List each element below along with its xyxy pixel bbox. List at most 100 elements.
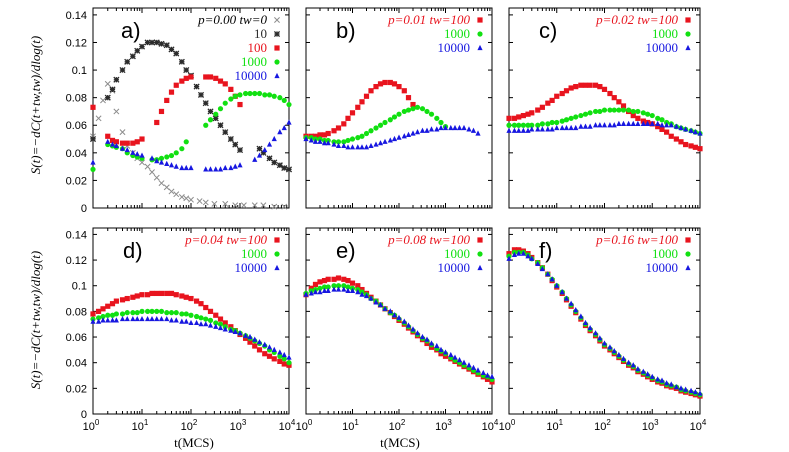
data-point xyxy=(664,122,670,128)
data-point xyxy=(109,317,116,323)
data-point xyxy=(124,58,131,65)
data-point xyxy=(611,107,617,113)
data-point xyxy=(405,95,412,101)
legend-marker xyxy=(274,264,280,271)
legend-marker xyxy=(477,31,483,37)
data-point xyxy=(222,326,228,332)
data-point xyxy=(105,303,111,309)
data-point xyxy=(539,104,545,110)
data-point xyxy=(262,92,268,98)
data-point xyxy=(506,115,512,121)
data-point xyxy=(377,81,384,87)
data-point xyxy=(90,159,96,165)
data-point xyxy=(475,367,481,373)
data-point xyxy=(335,142,342,149)
data-point xyxy=(325,284,331,290)
data-point xyxy=(119,140,126,146)
data-point xyxy=(144,39,151,46)
data-point xyxy=(163,184,170,191)
legend-header: p=0.04 tw=100 xyxy=(184,232,267,247)
data-point xyxy=(130,294,136,300)
data-point xyxy=(535,122,541,128)
data-point xyxy=(382,138,388,144)
data-point xyxy=(317,132,323,138)
data-point xyxy=(183,318,189,324)
data-point xyxy=(410,130,416,136)
series-tw-10000 xyxy=(506,250,703,396)
data-point xyxy=(597,335,603,341)
data-point xyxy=(620,120,627,126)
data-point xyxy=(434,342,440,349)
legend-marker xyxy=(274,45,280,51)
data-point xyxy=(587,123,593,129)
data-point xyxy=(396,111,402,117)
data-point xyxy=(539,126,545,132)
data-point xyxy=(573,84,579,90)
data-point xyxy=(168,162,175,168)
data-point xyxy=(173,292,179,298)
data-point xyxy=(582,123,589,129)
data-point xyxy=(438,119,444,126)
data-point xyxy=(203,74,209,80)
data-point xyxy=(545,121,551,127)
data-point xyxy=(276,162,283,169)
data-point xyxy=(396,134,402,140)
data-point xyxy=(391,81,398,87)
data-point xyxy=(428,111,435,117)
legend-marker xyxy=(273,30,281,38)
data-point xyxy=(345,277,351,284)
data-point xyxy=(535,260,541,267)
data-point xyxy=(655,124,661,130)
data-point xyxy=(520,112,526,119)
data-point xyxy=(198,301,204,307)
data-point xyxy=(308,137,314,143)
data-point xyxy=(281,361,287,367)
data-point xyxy=(203,122,209,128)
data-point xyxy=(391,135,398,142)
data-point xyxy=(511,115,518,121)
data-point xyxy=(217,321,224,327)
y-tick-label: 0.08 xyxy=(66,93,87,105)
data-point xyxy=(90,318,96,324)
data-point xyxy=(124,295,130,302)
data-point xyxy=(217,316,224,322)
data-point xyxy=(252,343,258,349)
data-point xyxy=(559,90,565,97)
data-point xyxy=(363,130,370,137)
data-point xyxy=(281,97,287,104)
data-point xyxy=(286,101,292,108)
data-point xyxy=(516,250,522,256)
data-point xyxy=(516,122,522,128)
data-point xyxy=(568,85,574,91)
data-point xyxy=(626,107,632,113)
data-point xyxy=(256,152,263,158)
data-point xyxy=(649,373,655,379)
x-tick-label: 101 xyxy=(132,418,149,433)
data-point xyxy=(607,344,613,350)
data-point xyxy=(331,141,337,147)
y-tick-label: 0 xyxy=(81,203,87,215)
data-point xyxy=(228,86,234,92)
data-point xyxy=(616,351,622,358)
data-point xyxy=(266,353,273,359)
data-point xyxy=(130,149,136,155)
data-point xyxy=(317,279,323,285)
data-point xyxy=(149,155,155,161)
data-point xyxy=(207,74,214,80)
data-point xyxy=(134,151,140,157)
data-point xyxy=(237,330,243,336)
y-tick-label: 0.1 xyxy=(72,281,87,293)
data-point xyxy=(349,110,356,116)
data-point xyxy=(119,297,126,303)
data-point xyxy=(428,126,435,132)
data-point xyxy=(247,333,253,340)
data-point xyxy=(144,292,151,298)
data-point xyxy=(545,100,551,106)
data-point xyxy=(616,99,622,105)
data-point xyxy=(626,359,632,365)
data-point xyxy=(173,163,179,169)
data-point xyxy=(568,124,574,131)
data-point xyxy=(341,139,347,145)
data-point xyxy=(470,127,477,133)
